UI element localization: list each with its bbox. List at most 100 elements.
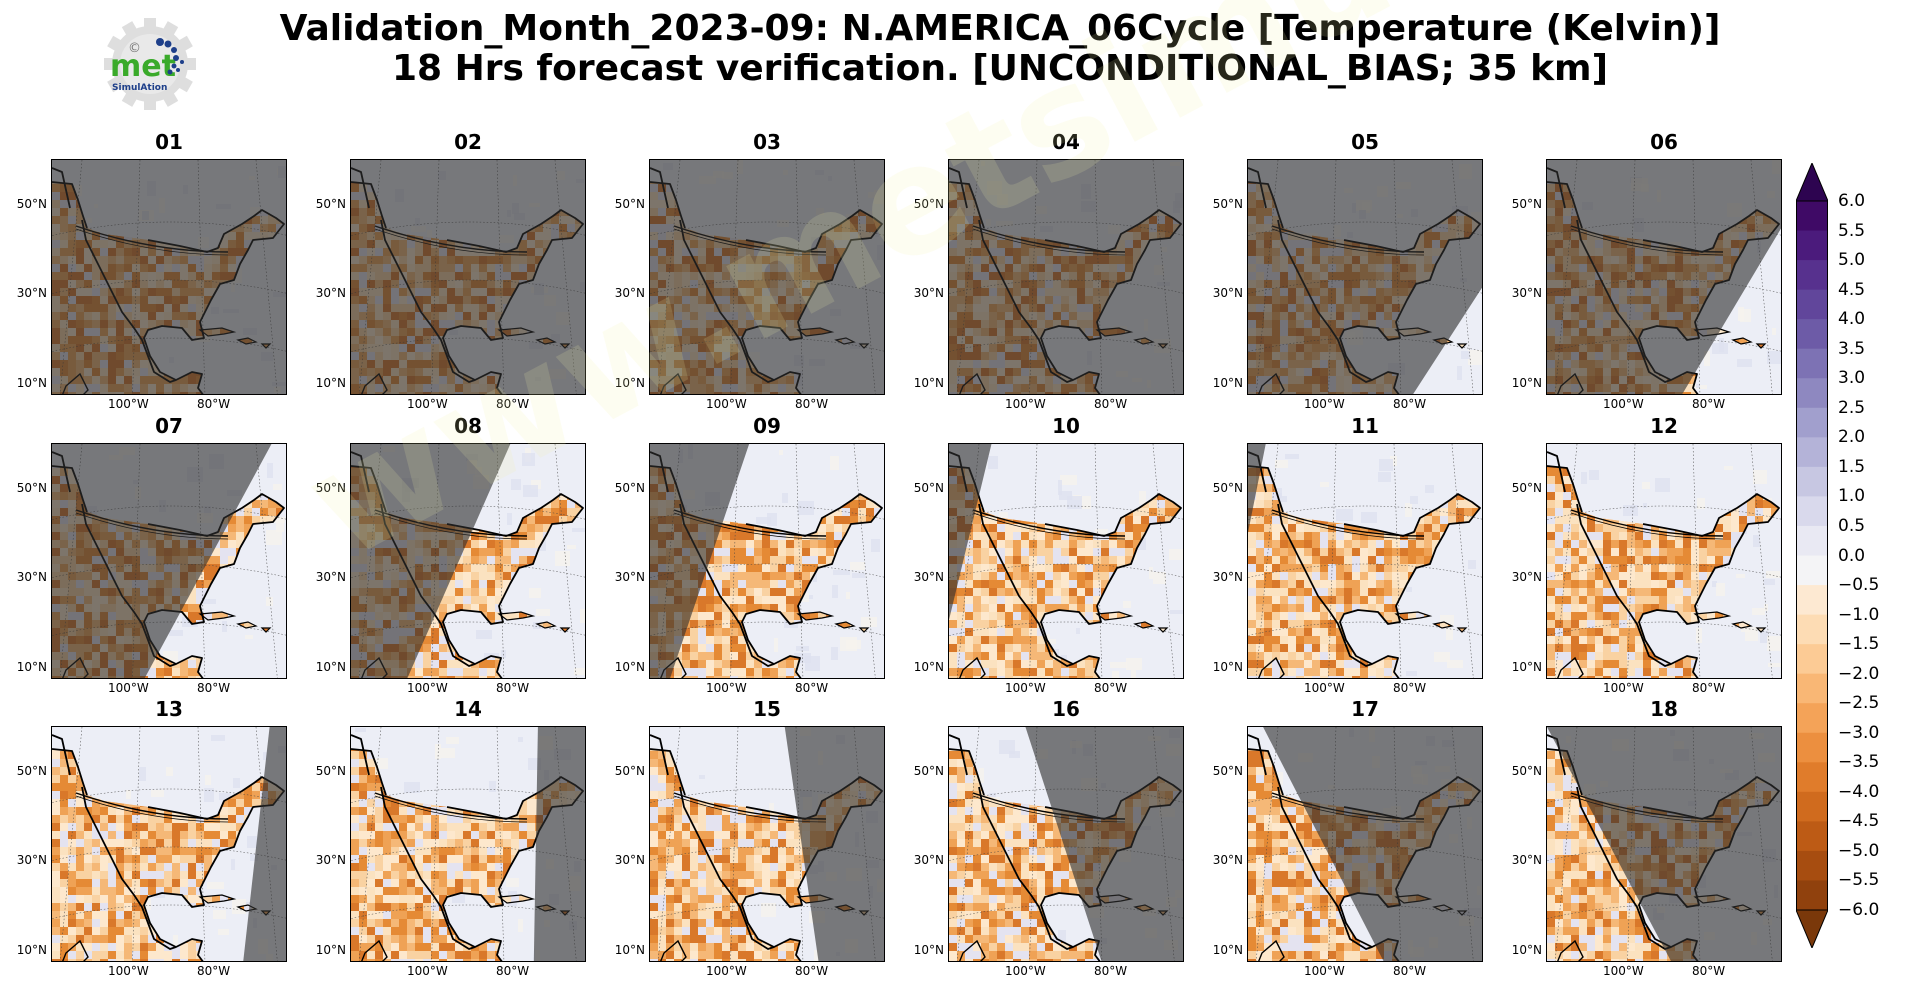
lat-tick-label: 10°N [1511, 376, 1542, 390]
lat-tick-label: 30°N [1212, 853, 1243, 867]
colorbar-tick-label: −1.5 [1838, 634, 1880, 655]
lat-tick-label: 30°N [913, 853, 944, 867]
map-panel-13 [51, 726, 287, 962]
panel-title-18: 18 [1650, 697, 1678, 721]
lat-tick-label: 10°N [614, 660, 645, 674]
lon-tick-label: 80°W [1094, 681, 1128, 695]
panel-title-08: 08 [454, 414, 482, 438]
colorbar-tick-label: 5.5 [1838, 220, 1866, 241]
lat-tick-label: 10°N [1212, 660, 1243, 674]
lon-tick-label: 80°W [496, 681, 530, 695]
panel-title-02: 02 [454, 130, 482, 154]
lat-tick-label: 30°N [315, 570, 346, 584]
map-panel-11 [1247, 443, 1483, 679]
panel-title-04: 04 [1052, 130, 1080, 154]
lon-tick-label: 80°W [197, 397, 231, 411]
lon-tick-label: 100°W [1005, 681, 1046, 695]
lat-tick-label: 50°N [1212, 764, 1243, 778]
map-panel-02 [350, 159, 586, 395]
lat-tick-label: 10°N [1511, 943, 1542, 957]
lat-tick-label: 30°N [1511, 286, 1542, 300]
lon-tick-label: 100°W [108, 397, 149, 411]
lat-tick-label: 30°N [16, 853, 47, 867]
lat-tick-label: 50°N [614, 764, 645, 778]
logo-brand: met [110, 49, 176, 84]
logo-tagline: SimulAtion [112, 83, 167, 93]
colorbar-tick-label: 2.0 [1838, 427, 1866, 448]
colorbar-tick-label: −3.5 [1838, 752, 1880, 773]
lon-tick-label: 80°W [1094, 964, 1128, 978]
colorbar-tick-label: 4.0 [1838, 309, 1866, 330]
lon-tick-label: 100°W [1603, 681, 1644, 695]
lon-tick-label: 100°W [108, 964, 149, 978]
lat-tick-label: 50°N [16, 197, 47, 211]
lon-tick-label: 100°W [407, 397, 448, 411]
colorbar-tick-label: 2.5 [1838, 397, 1866, 418]
lat-tick-label: 50°N [1212, 197, 1243, 211]
panel-title-09: 09 [753, 414, 781, 438]
panel-title-14: 14 [454, 697, 482, 721]
title-line-1: Validation_Month_2023-09: N.AMERICA_06Cy… [279, 8, 1721, 49]
map-panel-03 [649, 159, 885, 395]
map-panel-17 [1247, 726, 1483, 962]
lon-tick-label: 80°W [1393, 964, 1427, 978]
lon-tick-label: 80°W [1692, 681, 1726, 695]
lat-tick-label: 10°N [16, 376, 47, 390]
lat-tick-label: 50°N [913, 481, 944, 495]
lat-tick-label: 30°N [315, 853, 346, 867]
colorbar-tick-label: −5.0 [1838, 840, 1880, 861]
lon-tick-label: 80°W [1094, 397, 1128, 411]
lat-tick-label: 10°N [16, 660, 47, 674]
lon-tick-label: 80°W [795, 964, 829, 978]
lon-tick-label: 100°W [1304, 397, 1345, 411]
lon-tick-label: 80°W [197, 681, 231, 695]
colorbar-tick-label: 6.0 [1838, 191, 1866, 211]
map-panel-05 [1247, 159, 1483, 395]
lat-tick-label: 30°N [913, 570, 944, 584]
lon-tick-label: 100°W [407, 681, 448, 695]
colorbar-tick-label: −2.5 [1838, 693, 1880, 714]
panel-title-17: 17 [1351, 697, 1379, 721]
colorbar-tick-label: 3.5 [1838, 338, 1866, 359]
lat-tick-label: 50°N [1511, 197, 1542, 211]
lon-tick-label: 80°W [1393, 397, 1427, 411]
map-panel-12 [1546, 443, 1782, 679]
panel-title-03: 03 [753, 130, 781, 154]
lat-tick-label: 50°N [1511, 764, 1542, 778]
lat-tick-label: 50°N [913, 764, 944, 778]
lat-tick-label: 10°N [614, 943, 645, 957]
lat-tick-label: 30°N [1511, 853, 1542, 867]
map-panel-16 [948, 726, 1184, 962]
panel-title-06: 06 [1650, 130, 1678, 154]
colorbar-tick-label: −6.0 [1838, 900, 1880, 920]
panel-title-15: 15 [753, 697, 781, 721]
lon-tick-label: 100°W [1603, 964, 1644, 978]
lat-tick-label: 30°N [614, 570, 645, 584]
panel-title-13: 13 [155, 697, 183, 721]
lon-tick-label: 100°W [706, 964, 747, 978]
title-line-2: 18 Hrs forecast verification. [UNCONDITI… [391, 48, 1609, 89]
colorbar-tick-label: 4.5 [1838, 279, 1866, 300]
map-panel-06 [1546, 159, 1782, 395]
lat-tick-label: 50°N [913, 197, 944, 211]
lat-tick-label: 10°N [16, 943, 47, 957]
map-panel-04 [948, 159, 1184, 395]
panel-title-16: 16 [1052, 697, 1080, 721]
lat-tick-label: 10°N [315, 376, 346, 390]
colorbar-tick-label: −0.5 [1838, 575, 1880, 596]
colorbar-tick-label: 3.0 [1838, 368, 1866, 389]
lon-tick-label: 80°W [795, 397, 829, 411]
panel-title-10: 10 [1052, 414, 1080, 438]
colorbar-tick-label: −4.0 [1838, 781, 1880, 802]
lon-tick-label: 100°W [1304, 681, 1345, 695]
lat-tick-label: 10°N [913, 376, 944, 390]
lon-tick-label: 100°W [407, 964, 448, 978]
map-panel-14 [350, 726, 586, 962]
lat-tick-label: 30°N [1511, 570, 1542, 584]
lon-tick-label: 100°W [706, 681, 747, 695]
map-panel-18 [1546, 726, 1782, 962]
lat-tick-label: 50°N [614, 197, 645, 211]
colorbar-tick-label: 0.0 [1838, 545, 1866, 566]
lat-tick-label: 10°N [913, 660, 944, 674]
colorbar-tick-label: −1.0 [1838, 604, 1880, 625]
